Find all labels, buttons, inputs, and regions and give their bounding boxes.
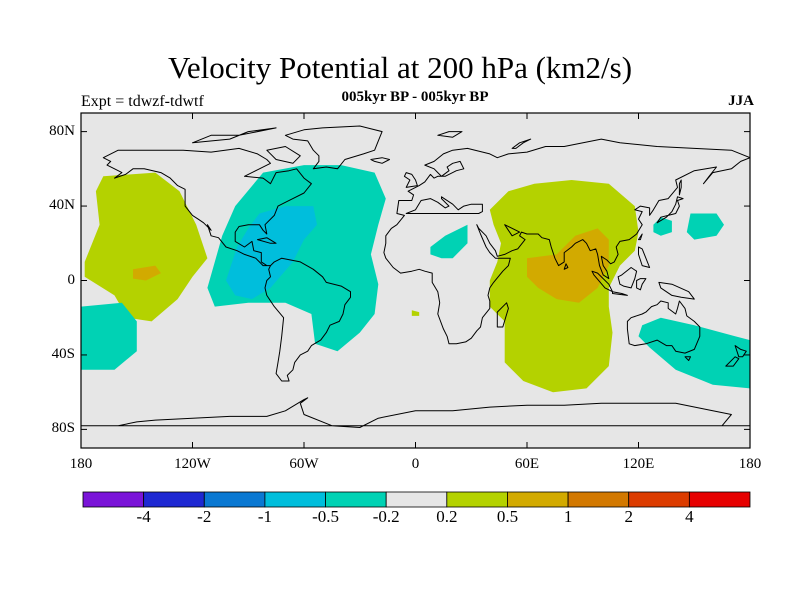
coastline-madagascar <box>496 302 509 328</box>
coastline-new-guinea <box>658 281 695 300</box>
anomaly-caribbean-negative-core <box>226 206 317 300</box>
subtitle: 005kyr BP - 005kyr BP <box>341 89 489 105</box>
coastline-sakhalin <box>678 179 682 196</box>
coastline-greenland <box>284 125 383 170</box>
experiment-label: Expt = tdwzf-tdwtf <box>81 93 204 110</box>
season-label: JJA <box>728 93 754 109</box>
colorbar <box>82 491 751 508</box>
y-tick-label: 80N <box>49 122 75 139</box>
x-tick-label: 60W <box>289 456 319 472</box>
coastline-svalbard <box>437 131 463 138</box>
colorbar-label: 0.2 <box>436 507 458 526</box>
coastline-taiwan <box>638 233 643 241</box>
colorbar-label: -2 <box>197 507 212 526</box>
colorbar-label: -0.5 <box>312 507 339 526</box>
coastline-cuba <box>257 237 277 244</box>
coastline-new-zealand-south <box>725 356 740 367</box>
coastline-borneo <box>617 267 638 289</box>
map-background <box>81 113 750 448</box>
x-tick-label: 180 <box>69 456 93 472</box>
map-panel <box>81 113 750 448</box>
page-title: Velocity Potential at 200 hPa (km2/s) <box>167 50 633 85</box>
coastline-iceland <box>370 157 390 164</box>
colorbar-label: 0.5 <box>496 507 519 526</box>
colorbar-label: -0.2 <box>372 507 400 526</box>
x-tick-label: 60E <box>514 456 540 472</box>
anomaly-atlantic-negative <box>207 165 386 352</box>
coastline-sulawesi <box>636 278 647 291</box>
colorbar-label: -4 <box>136 507 151 526</box>
coastline-australia <box>626 300 701 354</box>
coastline-philippines <box>638 246 651 268</box>
anomaly-central-pacific-positive <box>84 172 208 322</box>
anomaly-south-pacific-negative <box>81 302 137 370</box>
coastline-java <box>612 291 628 296</box>
coastline-uk <box>403 172 418 188</box>
coastline-new-zealand <box>734 345 747 358</box>
coastline-baffin <box>266 146 301 164</box>
coastline-antarctica <box>81 397 750 428</box>
y-tick-label: 40S <box>51 345 75 362</box>
colorbar-swatch <box>264 491 326 508</box>
x-tick-label: 180 <box>738 456 762 472</box>
x-tick-label: 0 <box>411 456 420 472</box>
y-tick-label: 40N <box>49 197 75 214</box>
y-tick-label: 80S <box>51 420 75 437</box>
colorbar-label: 4 <box>685 507 694 526</box>
colorbar-swatch <box>325 491 387 508</box>
coastline-sri-lanka <box>563 263 569 270</box>
colorbar-swatch <box>567 491 630 508</box>
colorbar-label: 1 <box>563 507 573 526</box>
colorbar-label: 2 <box>624 507 633 526</box>
coastline-eurasia-africa <box>383 138 750 345</box>
colorbar-label: -1 <box>257 507 272 526</box>
coastline-novaya-zemlya <box>511 138 532 149</box>
coastline-arabia-east <box>504 224 521 237</box>
coastline-arctic-islands <box>192 127 277 144</box>
map-frame <box>80 112 751 449</box>
coastline-japan <box>656 196 684 224</box>
coastline-tasmania <box>684 356 691 361</box>
y-tick-label: 0 <box>67 271 76 288</box>
colorbar-swatch <box>143 491 205 508</box>
colorbar-swatch <box>203 491 266 508</box>
colorbar-swatch <box>628 491 690 508</box>
x-tick-label: 120W <box>174 456 211 472</box>
x-tick-label: 120E <box>622 456 655 472</box>
colorbar-swatch <box>82 491 145 508</box>
anomaly-central-pacific-positive-core <box>133 265 161 281</box>
coastline-mediterranean-north <box>405 196 483 214</box>
anomaly-west-pacific-negative <box>686 213 724 240</box>
colorbar-swatch <box>385 491 448 508</box>
anomaly-south-atlantic-small-positive <box>411 310 420 316</box>
colorbar-swatch <box>446 491 508 508</box>
coastline-south-america <box>264 257 351 382</box>
anomaly-southwest-pacific-negative <box>638 317 750 389</box>
coastline-north-america <box>102 147 312 267</box>
colorbar-swatch <box>507 491 569 508</box>
colorbar-swatch <box>688 491 751 508</box>
anomaly-north-africa-negative <box>430 224 468 259</box>
